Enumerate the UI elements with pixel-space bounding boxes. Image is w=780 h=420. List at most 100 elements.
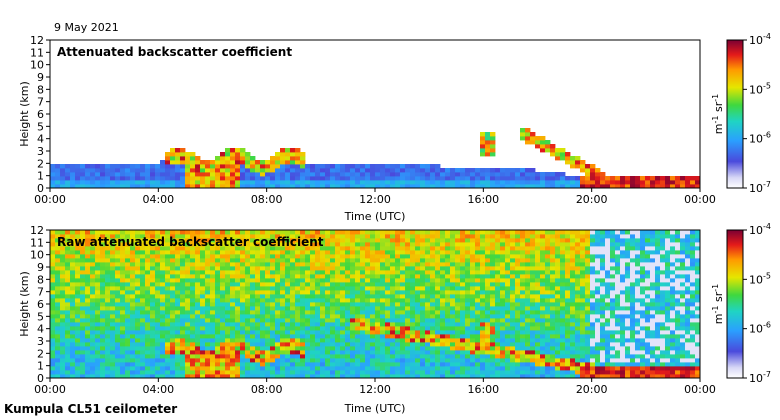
- heatmap-cell: [270, 270, 276, 275]
- heatmap-cell: [535, 322, 541, 327]
- heatmap-cell: [640, 176, 646, 181]
- heatmap-cell: [140, 234, 146, 239]
- heatmap-cell: [405, 262, 411, 267]
- heatmap-cell: [175, 310, 181, 315]
- heatmap-cell: [505, 362, 511, 367]
- heatmap-cell: [255, 278, 261, 283]
- heatmap-cell: [240, 366, 246, 371]
- heatmap-cell: [235, 366, 241, 371]
- heatmap-cell: [345, 326, 351, 331]
- heatmap-cell: [420, 366, 426, 371]
- heatmap-cell: [470, 270, 476, 275]
- heatmap-cell: [485, 278, 491, 283]
- heatmap-cell: [180, 184, 186, 189]
- heatmap-cell: [570, 254, 576, 259]
- heatmap-cell: [385, 350, 391, 355]
- heatmap-cell: [335, 242, 341, 247]
- heatmap-cell: [495, 310, 501, 315]
- colorbar-tick-label: 10-4: [749, 32, 771, 47]
- heatmap-cell: [380, 302, 386, 307]
- heatmap-cell: [480, 266, 486, 271]
- heatmap-cell: [100, 164, 106, 169]
- heatmap-cell: [155, 164, 161, 169]
- heatmap-cell: [145, 294, 151, 299]
- heatmap-cell: [615, 176, 621, 181]
- heatmap-cell: [500, 234, 506, 239]
- heatmap-cell: [185, 330, 191, 335]
- heatmap-cell: [600, 262, 606, 267]
- heatmap-cell: [275, 156, 281, 161]
- heatmap-cell: [145, 230, 151, 235]
- heatmap-cell: [550, 238, 556, 243]
- heatmap-cell: [515, 266, 521, 271]
- heatmap-cell: [235, 338, 241, 343]
- heatmap-cell: [55, 350, 61, 355]
- heatmap-cell: [150, 274, 156, 279]
- heatmap-cell: [320, 302, 326, 307]
- heatmap-cell: [50, 358, 56, 363]
- heatmap-cell: [600, 334, 606, 339]
- heatmap-cell: [320, 350, 326, 355]
- heatmap-cell: [465, 330, 471, 335]
- heatmap-cell: [150, 184, 156, 189]
- heatmap-cell: [175, 242, 181, 247]
- heatmap-cell: [445, 278, 451, 283]
- heatmap-cell: [510, 172, 516, 177]
- heatmap-cell: [210, 278, 216, 283]
- heatmap-cell: [480, 326, 486, 331]
- heatmap-cell: [115, 254, 121, 259]
- heatmap-cell: [380, 358, 386, 363]
- heatmap-cell: [245, 156, 251, 161]
- heatmap-cell: [250, 250, 256, 255]
- heatmap-cell: [365, 250, 371, 255]
- heatmap-cell: [580, 294, 586, 299]
- heatmap-cell: [170, 342, 176, 347]
- heatmap-cell: [415, 302, 421, 307]
- heatmap-cell: [445, 238, 451, 243]
- heatmap-cell: [420, 184, 426, 189]
- heatmap-cell: [240, 290, 246, 295]
- heatmap-cell: [270, 318, 276, 323]
- heatmap-cell: [145, 266, 151, 271]
- heatmap-cell: [380, 250, 386, 255]
- heatmap-cell: [195, 326, 201, 331]
- heatmap-cell: [545, 314, 551, 319]
- heatmap-cell: [530, 358, 536, 363]
- heatmap-cell: [65, 184, 71, 189]
- heatmap-cell: [325, 334, 331, 339]
- heatmap-cell: [325, 184, 331, 189]
- heatmap-cell: [295, 342, 301, 347]
- heatmap-cell: [550, 370, 556, 375]
- heatmap-cell: [310, 238, 316, 243]
- heatmap-cell: [440, 314, 446, 319]
- heatmap-cell: [535, 302, 541, 307]
- heatmap-cell: [270, 362, 276, 367]
- heatmap-cell: [530, 294, 536, 299]
- heatmap-cell: [565, 306, 571, 311]
- heatmap-cell: [50, 370, 56, 375]
- heatmap-cell: [235, 294, 241, 299]
- heatmap-cell: [520, 234, 526, 239]
- heatmap-cell: [535, 326, 541, 331]
- heatmap-cell: [380, 374, 386, 379]
- heatmap-cell: [315, 246, 321, 251]
- heatmap-cell: [545, 338, 551, 343]
- heatmap-cell: [570, 354, 576, 359]
- heatmap-cell: [540, 258, 546, 263]
- heatmap-cell: [595, 258, 601, 263]
- heatmap-cell: [280, 168, 286, 173]
- heatmap-cell: [495, 346, 501, 351]
- heatmap-cell: [165, 302, 171, 307]
- heatmap-cell: [135, 258, 141, 263]
- heatmap-cell: [255, 258, 261, 263]
- heatmap-cell: [400, 254, 406, 259]
- heatmap-cell: [400, 322, 406, 327]
- heatmap-cell: [285, 266, 291, 271]
- heatmap-cell: [320, 314, 326, 319]
- heatmap-cell: [540, 136, 546, 141]
- heatmap-cell: [185, 326, 191, 331]
- heatmap-cell: [395, 254, 401, 259]
- heatmap-cell: [325, 374, 331, 379]
- heatmap-cell: [95, 180, 101, 185]
- heatmap-cell: [155, 326, 161, 331]
